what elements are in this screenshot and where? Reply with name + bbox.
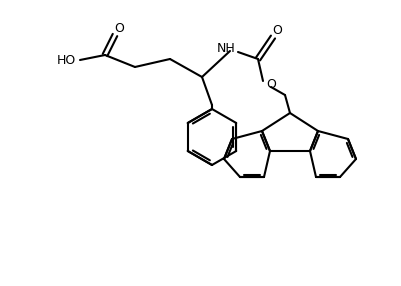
- Text: O: O: [266, 78, 276, 92]
- Text: NH: NH: [217, 43, 235, 55]
- Text: O: O: [114, 23, 124, 35]
- Text: HO: HO: [57, 53, 76, 67]
- Text: O: O: [272, 25, 282, 37]
